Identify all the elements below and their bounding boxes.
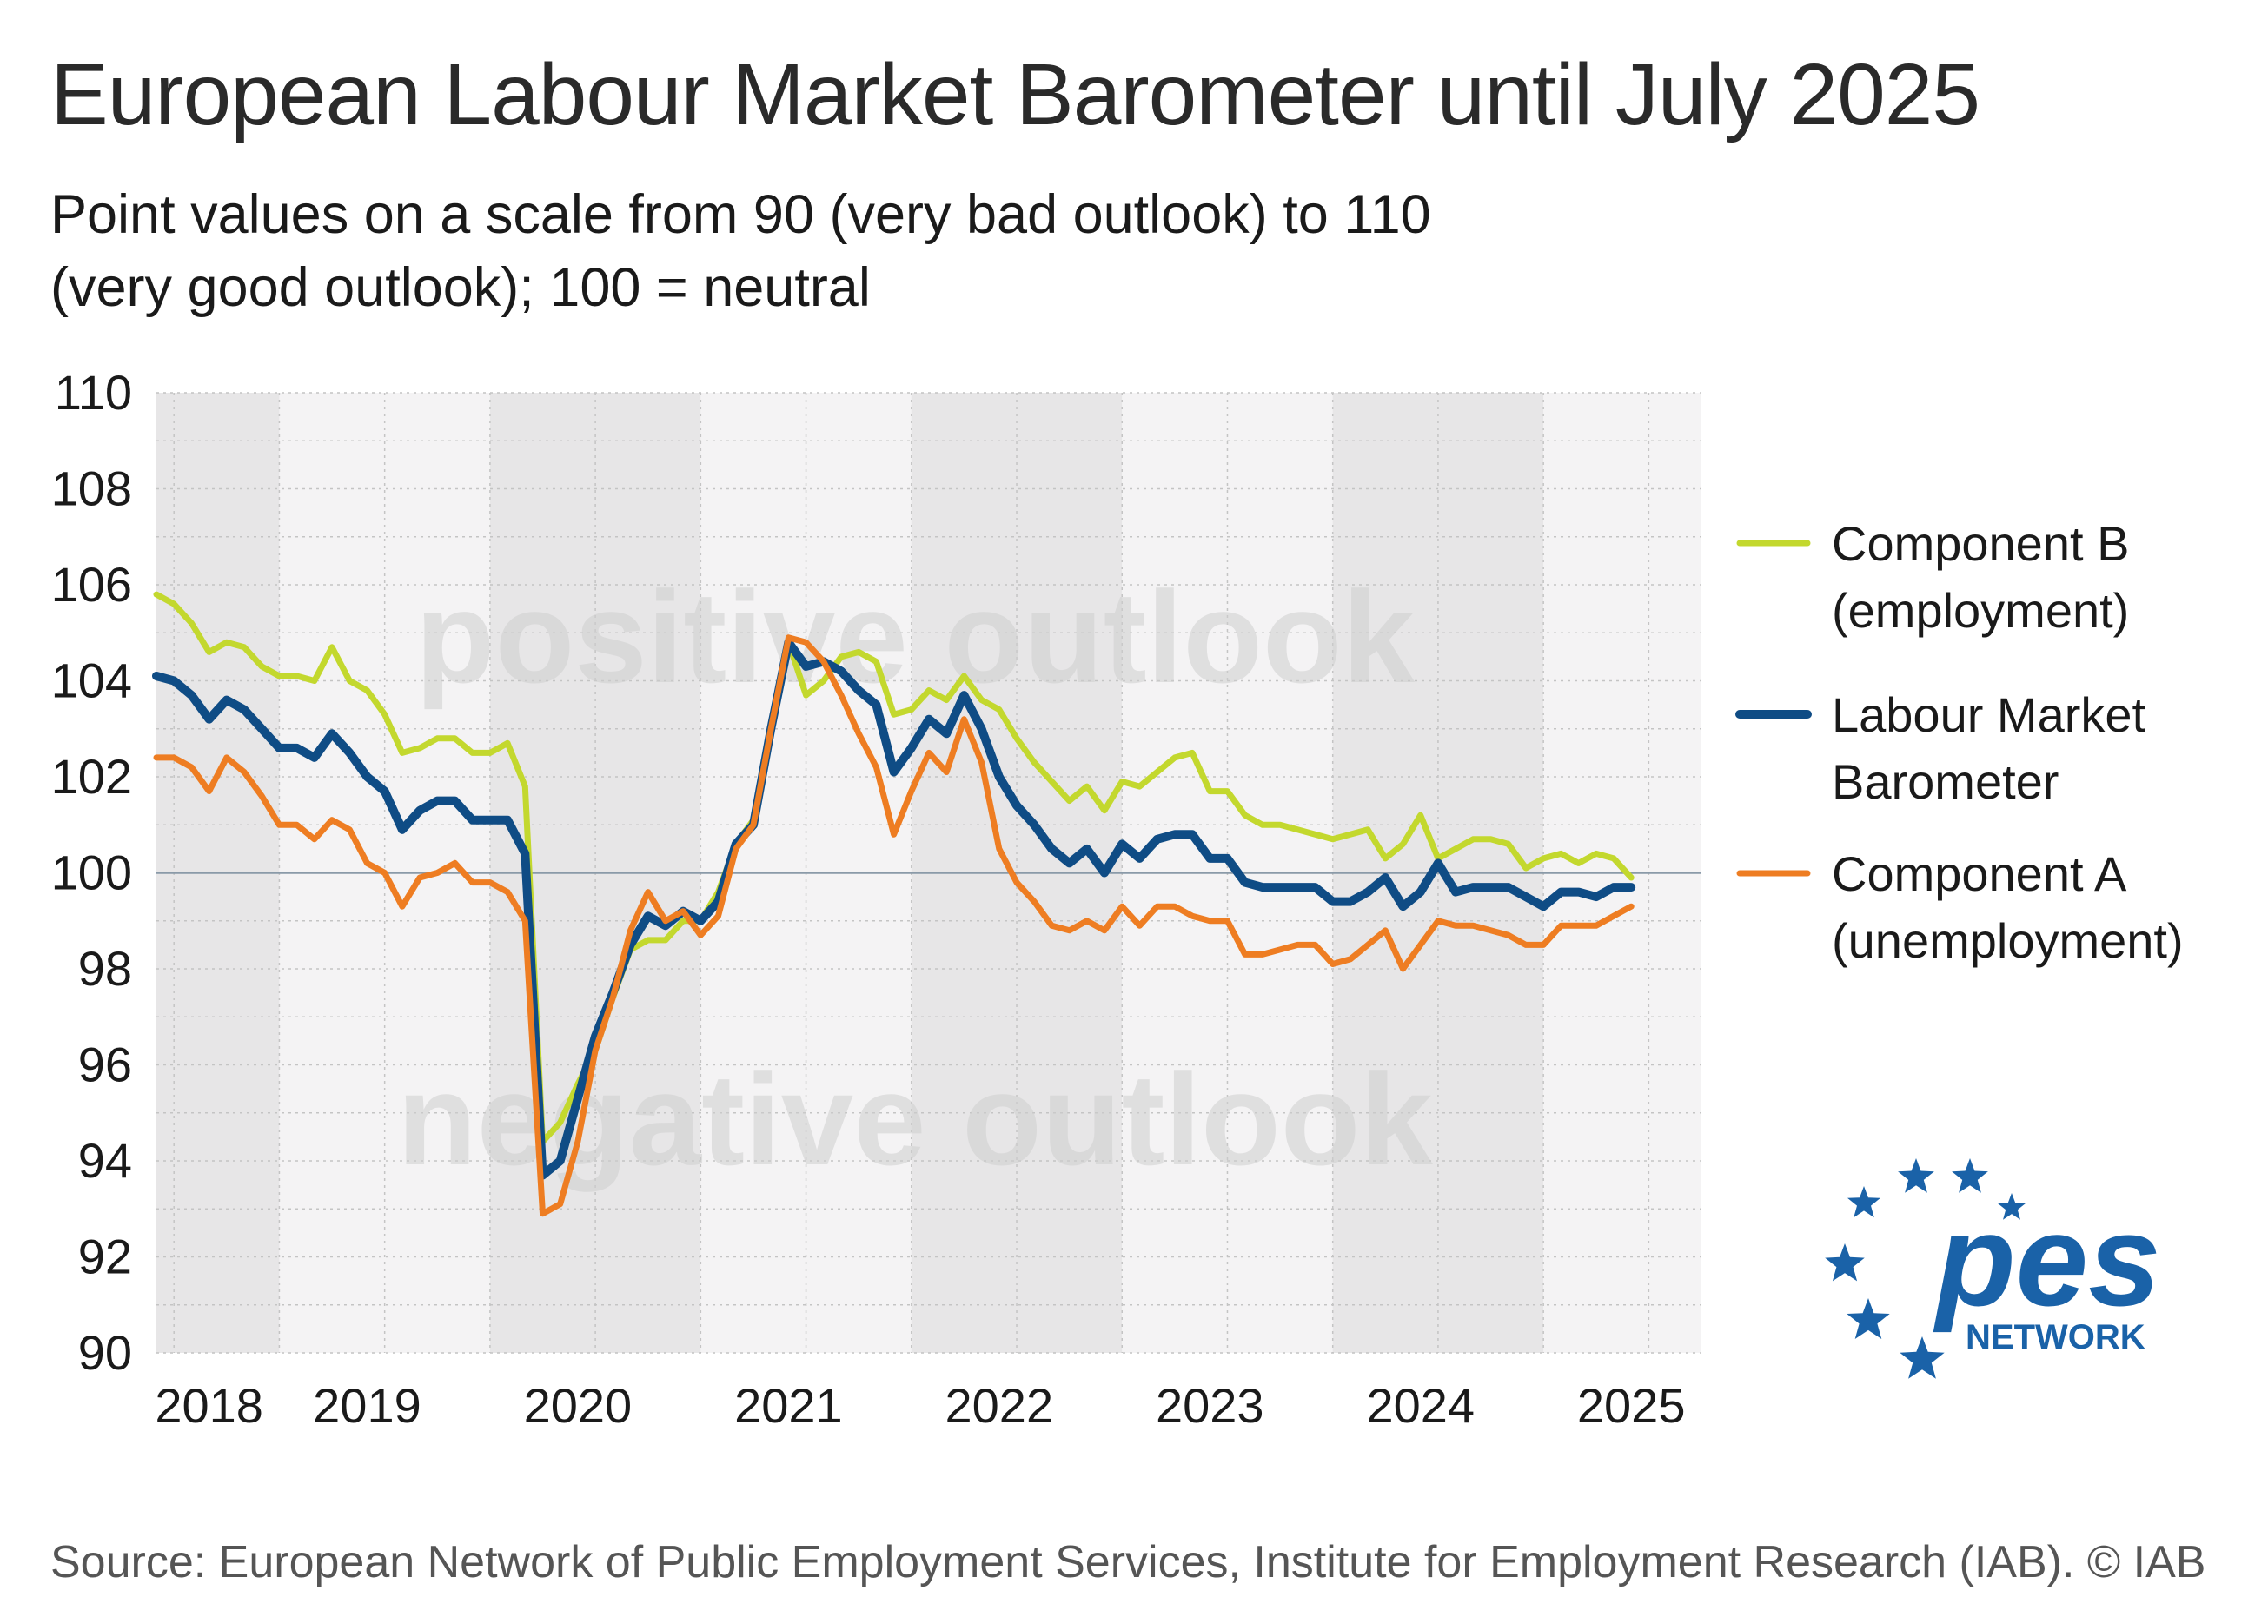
y-tick-label: 90 [78,1325,132,1380]
legend-label: Component A [1832,846,2127,901]
y-tick-label: 110 [55,365,132,420]
logo-subtext: NETWORK [1966,1318,2145,1356]
star-icon [1952,1158,1988,1193]
legend-label: Labour Market [1832,687,2146,742]
series-line-component-a [153,634,1635,1217]
watermark-labels: positive outlook negative outlook [397,564,1433,1192]
x-tick-label: 2022 [945,1378,1054,1433]
positive-outlook-watermark: positive outlook [415,564,1416,710]
y-tick-label: 104 [51,653,132,708]
legend-label: (employment) [1832,583,2129,638]
y-tick-label: 102 [51,749,132,804]
star-icon [1898,1158,1934,1193]
y-tick-label: 100 [51,845,132,900]
legend: Component B (employment) Labour Market Baro… [1735,516,2184,968]
star-icon [1900,1336,1945,1379]
legend-label: (unemployment) [1832,913,2184,968]
series-line-component-b [153,591,1635,1145]
x-tick-label: 2020 [524,1378,633,1433]
y-axis-ticks: 90 92 94 96 98 100 102 104 106 108 110 [51,365,132,1380]
series-line-barometer [152,638,1636,1180]
series-lines [152,591,1636,1217]
x-axis-ticks: 2018 2019 2020 2021 2022 2023 2024 2025 [155,1378,1685,1433]
x-tick-label: 2018 [155,1378,263,1433]
star-icon [1847,1186,1880,1218]
legend-label: Component B [1832,516,2129,571]
x-tick-label: 2023 [1156,1378,1264,1433]
y-tick-label: 96 [78,1037,132,1092]
chart-subtitle: Point values on a scale from 90 (very ba… [50,184,1431,318]
y-tick-label: 106 [51,557,132,612]
x-tick-label: 2025 [1577,1378,1686,1433]
y-tick-label: 94 [78,1133,132,1188]
y-tick-label: 108 [51,461,132,516]
chart-title: European Labour Market Barometer until J… [50,46,1980,143]
source-note: Source: European Network of Public Emplo… [50,1537,2206,1588]
star-icon [1997,1193,2026,1220]
star-icon [1847,1298,1890,1339]
legend-label: Barometer [1832,754,2059,809]
x-tick-label: 2019 [313,1378,421,1433]
x-tick-label: 2021 [734,1378,843,1433]
y-tick-label: 98 [78,941,132,996]
y-tick-label: 92 [78,1230,132,1284]
x-tick-label: 2024 [1366,1378,1475,1433]
star-icon [1825,1243,1865,1282]
logo-wordmark: pes [1933,1187,2160,1333]
